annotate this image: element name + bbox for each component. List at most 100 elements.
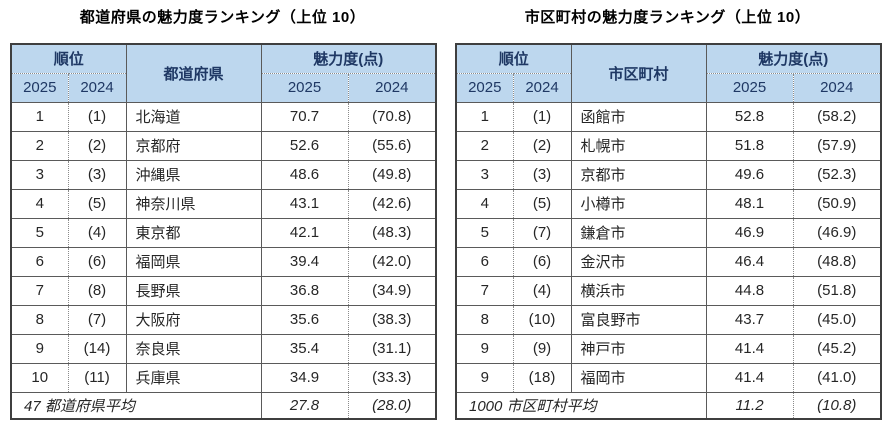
rank-2025-cell: 6 <box>455 246 514 277</box>
score-2024-cell: (55.6) <box>347 130 437 161</box>
municipality-name-cell: 鎌倉市 <box>570 217 707 248</box>
score-2025-cell: 34.9 <box>260 362 349 393</box>
rank-2024-cell: (5) <box>512 188 572 219</box>
rank-2025-cell: 5 <box>10 217 69 248</box>
score-2024-cell: (50.9) <box>792 188 882 219</box>
prefecture-name-cell: 京都府 <box>125 130 262 161</box>
rank-2024-cell: (2) <box>67 130 127 161</box>
table-row: 3 (3) 沖縄県 48.6 (49.8) <box>10 159 437 190</box>
rank-2024-cell: (3) <box>512 159 572 190</box>
municipality-name-cell: 函館市 <box>570 101 707 132</box>
score-year-2024-header: 2024 <box>347 72 437 103</box>
score-2025-cell: 35.4 <box>260 333 349 364</box>
rank-year-2024-header: 2024 <box>67 72 127 103</box>
municipality-table-header: 順位 市区町村 魅力度(点) 2025 2024 2025 2024 <box>455 43 882 103</box>
prefecture-table-body: 1 (1) 北海道 70.7 (70.8) 2 (2) 京都府 52.6 (55… <box>10 101 437 393</box>
average-row: 47 都道府県平均 27.8 (28.0) <box>10 391 437 420</box>
rank-2025-cell: 2 <box>455 130 514 161</box>
prefecture-table-header: 順位 都道府県 魅力度(点) 2025 2024 2025 2024 <box>10 43 437 103</box>
score-2024-cell: (58.2) <box>792 101 882 132</box>
rank-2025-cell: 3 <box>10 159 69 190</box>
score-group-header: 魅力度(点) <box>705 43 882 74</box>
average-label: 47 都道府県平均 <box>10 391 262 420</box>
rank-2025-cell: 2 <box>10 130 69 161</box>
rank-year-2025-header: 2025 <box>10 72 69 103</box>
municipality-name-cell: 京都市 <box>570 159 707 190</box>
rank-2024-cell: (1) <box>512 101 572 132</box>
score-2025-cell: 49.6 <box>705 159 794 190</box>
score-2024-cell: (34.9) <box>347 275 437 306</box>
rank-2025-cell: 8 <box>455 304 514 335</box>
score-2025-cell: 48.6 <box>260 159 349 190</box>
rank-2024-cell: (8) <box>67 275 127 306</box>
rank-2024-cell: (14) <box>67 333 127 364</box>
rank-2024-cell: (10) <box>512 304 572 335</box>
prefecture-name-cell: 北海道 <box>125 101 262 132</box>
table-row: 9 (14) 奈良県 35.4 (31.1) <box>10 333 437 364</box>
score-2024-cell: (51.8) <box>792 275 882 306</box>
prefecture-name-cell: 神奈川県 <box>125 188 262 219</box>
municipality-table-footer: 1000 市区町村平均 11.2 (10.8) <box>455 391 882 420</box>
municipality-table-body: 1 (1) 函館市 52.8 (58.2) 2 (2) 札幌市 51.8 (57… <box>455 101 882 393</box>
score-2025-cell: 52.8 <box>705 101 794 132</box>
prefecture-name-cell: 兵庫県 <box>125 362 262 393</box>
prefecture-column-header: 都道府県 <box>125 43 262 103</box>
prefecture-ranking-section: 都道府県の魅力度ランキング（上位 10） 順位 都道府県 魅力度(点) 2025… <box>10 6 438 420</box>
table-row: 2 (2) 京都府 52.6 (55.6) <box>10 130 437 161</box>
table-row: 5 (4) 東京都 42.1 (48.3) <box>10 217 437 248</box>
prefecture-name-cell: 福岡県 <box>125 246 262 277</box>
table-row: 7 (8) 長野県 36.8 (34.9) <box>10 275 437 306</box>
score-2024-cell: (45.2) <box>792 333 882 364</box>
table-row: 1 (1) 函館市 52.8 (58.2) <box>455 101 882 132</box>
municipality-ranking-title: 市区町村の魅力度ランキング（上位 10） <box>524 9 811 26</box>
municipality-name-cell: 小樽市 <box>570 188 707 219</box>
table-row: 6 (6) 金沢市 46.4 (48.8) <box>455 246 882 277</box>
municipality-column-header: 市区町村 <box>570 43 707 103</box>
rank-2024-cell: (11) <box>67 362 127 393</box>
municipality-ranking-table: 順位 市区町村 魅力度(点) 2025 2024 2025 2024 1 (1)… <box>455 43 883 420</box>
table-row: 6 (6) 福岡県 39.4 (42.0) <box>10 246 437 277</box>
prefecture-table-footer: 47 都道府県平均 27.8 (28.0) <box>10 391 437 420</box>
rank-group-header: 順位 <box>10 43 127 74</box>
table-row: 3 (3) 京都市 49.6 (52.3) <box>455 159 882 190</box>
average-score-2025: 11.2 <box>705 391 794 420</box>
score-2025-cell: 46.9 <box>705 217 794 248</box>
table-row: 7 (4) 横浜市 44.8 (51.8) <box>455 275 882 306</box>
prefecture-name-cell: 奈良県 <box>125 333 262 364</box>
rank-2024-cell: (5) <box>67 188 127 219</box>
rank-year-2025-header: 2025 <box>455 72 514 103</box>
score-2025-cell: 36.8 <box>260 275 349 306</box>
municipality-name-cell: 札幌市 <box>570 130 707 161</box>
table-row: 4 (5) 小樽市 48.1 (50.9) <box>455 188 882 219</box>
score-2024-cell: (31.1) <box>347 333 437 364</box>
score-2024-cell: (52.3) <box>792 159 882 190</box>
score-2024-cell: (48.3) <box>347 217 437 248</box>
score-2024-cell: (38.3) <box>347 304 437 335</box>
rank-2024-cell: (7) <box>512 217 572 248</box>
rank-year-2024-header: 2024 <box>512 72 572 103</box>
score-2024-cell: (48.8) <box>792 246 882 277</box>
score-group-header: 魅力度(点) <box>260 43 437 74</box>
rank-2025-cell: 1 <box>455 101 514 132</box>
table-row: 9 (9) 神戸市 41.4 (45.2) <box>455 333 882 364</box>
rank-2024-cell: (18) <box>512 362 572 393</box>
score-year-2025-header: 2025 <box>260 72 349 103</box>
rank-2025-cell: 5 <box>455 217 514 248</box>
score-2024-cell: (42.6) <box>347 188 437 219</box>
prefecture-name-cell: 沖縄県 <box>125 159 262 190</box>
average-label: 1000 市区町村平均 <box>455 391 707 420</box>
score-2024-cell: (70.8) <box>347 101 437 132</box>
municipality-name-cell: 神戸市 <box>570 333 707 364</box>
average-row: 1000 市区町村平均 11.2 (10.8) <box>455 391 882 420</box>
rank-2025-cell: 3 <box>455 159 514 190</box>
score-2024-cell: (41.0) <box>792 362 882 393</box>
score-2025-cell: 52.6 <box>260 130 349 161</box>
score-2025-cell: 43.1 <box>260 188 349 219</box>
score-2024-cell: (45.0) <box>792 304 882 335</box>
rank-2025-cell: 7 <box>455 275 514 306</box>
rank-group-header: 順位 <box>455 43 572 74</box>
rank-2025-cell: 4 <box>10 188 69 219</box>
score-year-2024-header: 2024 <box>792 72 882 103</box>
average-score-2024: (28.0) <box>347 391 437 420</box>
score-2025-cell: 51.8 <box>705 130 794 161</box>
